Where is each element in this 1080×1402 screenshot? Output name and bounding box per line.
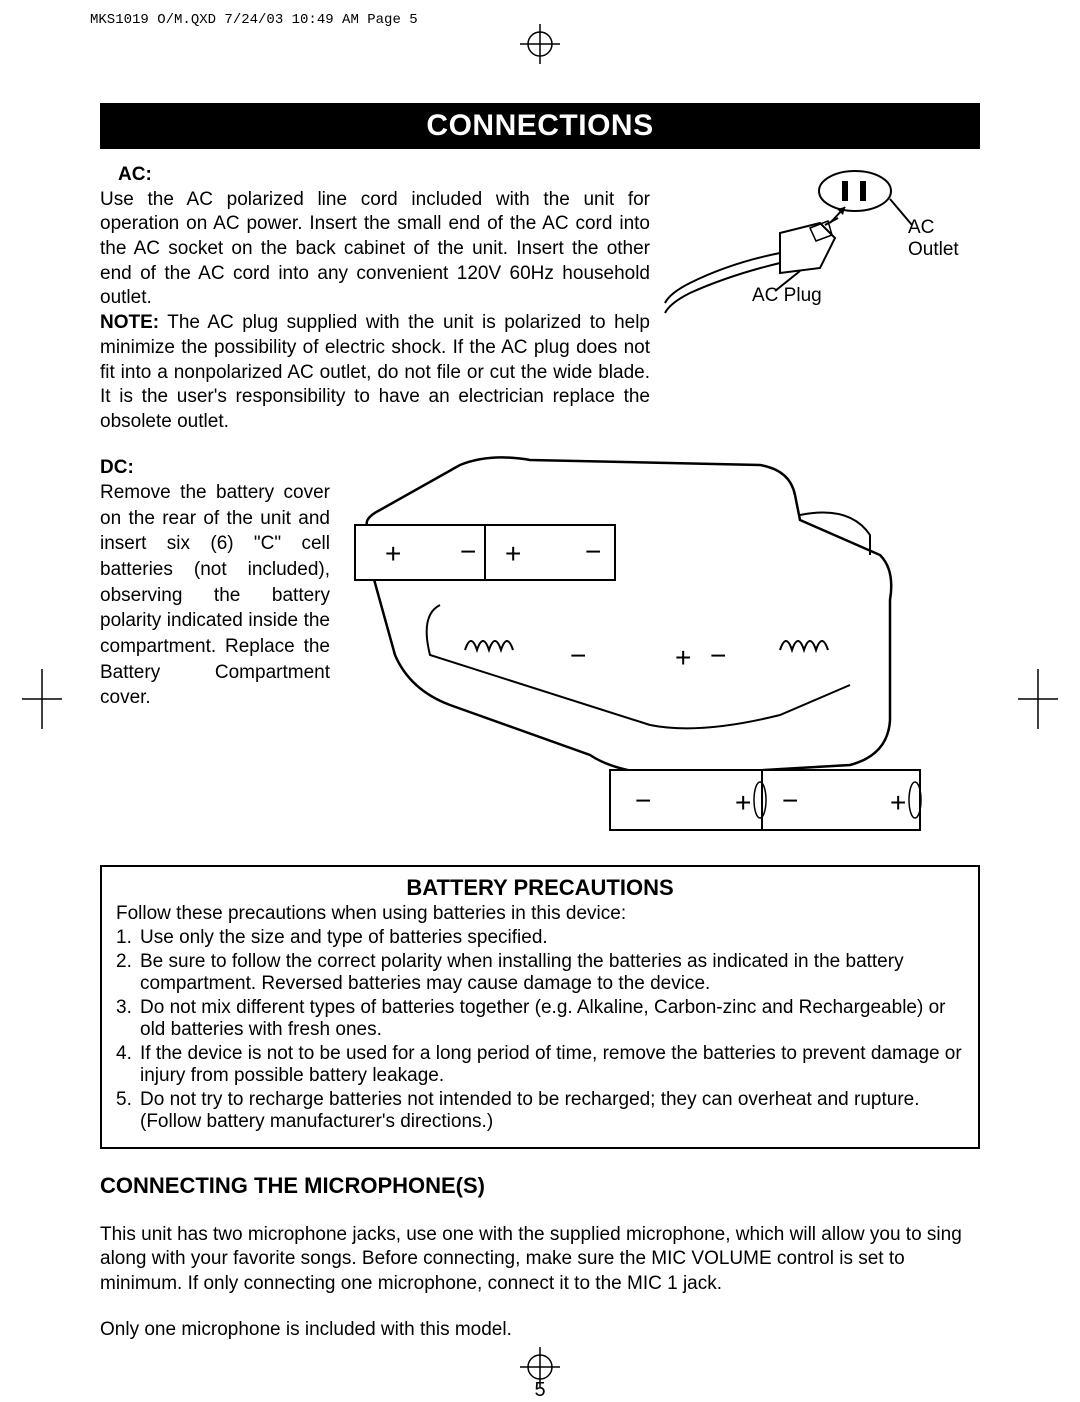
- list-item: 2.Be sure to follow the correct polarity…: [116, 951, 964, 995]
- title-bar: CONNECTIONS: [100, 103, 980, 149]
- list-item: 4.If the device is not to be used for a …: [116, 1043, 964, 1087]
- svg-text:+: +: [735, 787, 751, 818]
- ac-text-block: AC: Use the AC polarized line cord inclu…: [100, 163, 660, 435]
- ac-note-body: The AC plug supplied with the unit is po…: [100, 312, 650, 432]
- svg-text:−: −: [710, 640, 726, 671]
- dc-text-block: DC: Remove the battery cover on the rear…: [100, 455, 350, 711]
- dc-section: DC: Remove the battery cover on the rear…: [100, 455, 980, 855]
- list-item: 3.Do not mix different types of batterie…: [116, 997, 964, 1041]
- crop-mark-bottom: [510, 1347, 570, 1387]
- svg-text:+: +: [505, 538, 521, 569]
- ac-note-label: NOTE:: [100, 312, 159, 333]
- mic-body: This unit has two microphone jacks, use …: [100, 1223, 980, 1297]
- mic-note: Only one microphone is included with thi…: [100, 1319, 980, 1341]
- ac-body: Use the AC polarized line cord included …: [100, 188, 650, 311]
- svg-text:+: +: [890, 787, 906, 818]
- crop-mark-right: [1018, 669, 1058, 729]
- svg-text:−: −: [460, 536, 476, 567]
- ac-outlet-label: AC Outlet: [908, 217, 980, 261]
- ac-note: NOTE: The AC plug supplied with the unit…: [100, 311, 650, 434]
- list-item: 5.Do not try to recharge batteries not i…: [116, 1089, 964, 1133]
- svg-text:+: +: [675, 642, 691, 673]
- svg-text:−: −: [635, 785, 651, 816]
- dc-diagram: + − + − − + −: [350, 455, 980, 855]
- crop-mark-top: [510, 24, 570, 64]
- battery-precautions-box: BATTERY PRECAUTIONS Follow these precaut…: [100, 865, 980, 1149]
- ac-section: AC: Use the AC polarized line cord inclu…: [100, 163, 980, 435]
- precautions-intro: Follow these precautions when using batt…: [116, 903, 964, 925]
- precautions-list: 1.Use only the size and type of batterie…: [116, 927, 964, 1133]
- svg-text:−: −: [782, 785, 798, 816]
- dc-heading: DC:: [100, 455, 330, 481]
- list-item: 1.Use only the size and type of batterie…: [116, 927, 964, 949]
- mic-heading: CONNECTING THE MICROPHONE(S): [100, 1173, 980, 1199]
- svg-text:+: +: [385, 538, 401, 569]
- content: CONNECTIONS AC: Use the AC polarized lin…: [0, 28, 1080, 1402]
- page: MKS1019 O/M.QXD 7/24/03 10:49 AM Page 5 …: [0, 0, 1080, 1397]
- svg-text:−: −: [585, 536, 601, 567]
- ac-diagram: AC Outlet AC Plug: [660, 163, 980, 343]
- svg-text:−: −: [570, 640, 586, 671]
- ac-plug-label: AC Plug: [752, 285, 822, 307]
- dc-body: Remove the battery cover on the rear of …: [100, 480, 330, 711]
- crop-mark-left: [22, 669, 62, 729]
- ac-heading: AC:: [100, 163, 650, 188]
- precautions-title: BATTERY PRECAUTIONS: [116, 875, 964, 901]
- battery-compartment-illustration: + − + − − + −: [350, 455, 930, 855]
